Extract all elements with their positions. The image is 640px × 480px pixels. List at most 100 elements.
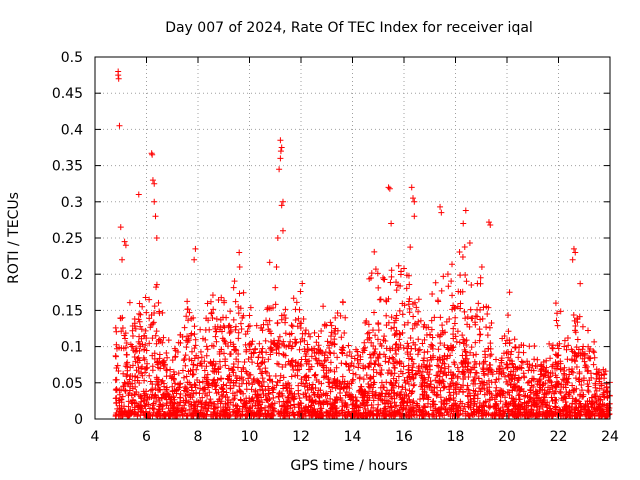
data-point: [147, 387, 154, 394]
data-point: [252, 345, 259, 352]
data-point: [424, 393, 431, 400]
data-point: [598, 372, 605, 379]
data-point: [298, 356, 305, 363]
data-point: [476, 385, 483, 392]
data-point: [510, 364, 517, 371]
data-point: [207, 399, 214, 406]
data-point: [520, 342, 527, 349]
data-point: [141, 377, 148, 384]
data-point: [546, 340, 553, 347]
data-point: [603, 383, 610, 390]
data-point: [292, 317, 299, 324]
data-point: [401, 302, 408, 309]
data-point: [417, 317, 424, 324]
data-point: [143, 309, 150, 316]
data-point: [384, 370, 391, 377]
data-point: [399, 311, 406, 318]
data-point: [339, 373, 346, 380]
data-point: [183, 385, 190, 392]
data-point: [410, 374, 417, 381]
data-point: [410, 398, 417, 405]
data-point: [131, 399, 138, 406]
data-point: [561, 343, 568, 350]
data-point: [421, 321, 428, 328]
data-point: [327, 359, 334, 366]
data-point: [142, 327, 149, 334]
data-point: [327, 388, 334, 395]
data-point: [213, 316, 220, 323]
data-point: [262, 407, 269, 414]
data-point: [377, 340, 384, 347]
data-point: [113, 328, 120, 335]
data-point: [334, 310, 341, 317]
data-point: [213, 368, 220, 375]
data-point: [451, 413, 458, 420]
data-point: [147, 324, 154, 331]
data-point: [507, 351, 514, 358]
data-point: [129, 332, 136, 339]
data-point-peak: [236, 249, 243, 256]
data-point: [264, 321, 271, 328]
data-point: [355, 364, 362, 371]
data-point: [220, 412, 227, 419]
data-point: [487, 403, 494, 410]
data-point: [600, 366, 607, 373]
data-point-peak: [572, 249, 579, 256]
data-point: [132, 325, 139, 332]
data-point: [317, 400, 324, 407]
data-point: [247, 409, 254, 416]
data-point: [185, 317, 192, 324]
data-point: [138, 398, 145, 405]
data-point: [301, 337, 308, 344]
data-point: [372, 357, 379, 364]
data-point: [327, 395, 334, 402]
data-point: [199, 335, 206, 342]
data-point: [470, 387, 477, 394]
data-point: [385, 359, 392, 366]
data-point: [232, 403, 239, 410]
data-point: [297, 325, 304, 332]
data-point: [400, 265, 407, 272]
data-point: [467, 306, 474, 313]
data-point: [151, 406, 158, 413]
data-point: [232, 323, 239, 330]
data-point: [288, 373, 295, 380]
data-point: [292, 340, 299, 347]
data-point: [276, 333, 283, 340]
data-point: [213, 328, 220, 335]
data-point: [444, 271, 451, 278]
data-point: [394, 282, 401, 289]
data-point: [184, 412, 191, 419]
data-point-peak: [121, 238, 128, 245]
data-point: [478, 263, 485, 270]
data-point: [163, 349, 170, 356]
data-point: [118, 404, 125, 411]
data-point: [296, 366, 303, 373]
data-point: [280, 374, 287, 381]
data-point: [410, 360, 417, 367]
data-point: [493, 384, 500, 391]
data-point: [413, 412, 420, 419]
data-point: [259, 387, 266, 394]
data-point: [272, 301, 279, 308]
y-tick-label: 0.2: [61, 267, 83, 283]
data-point: [529, 362, 536, 369]
data-point: [186, 398, 193, 405]
x-tick-label: 8: [194, 429, 203, 445]
data-point: [352, 371, 359, 378]
data-point: [288, 385, 295, 392]
data-point-peak: [279, 227, 286, 234]
data-point: [582, 400, 589, 407]
data-point: [485, 367, 492, 374]
data-point: [240, 312, 247, 319]
data-point: [482, 398, 489, 405]
data-point: [404, 398, 411, 405]
data-point: [473, 409, 480, 416]
data-point: [166, 393, 173, 400]
data-point: [591, 391, 598, 398]
data-point: [533, 388, 540, 395]
data-point: [230, 284, 237, 291]
data-point: [450, 344, 457, 351]
data-point: [247, 304, 254, 311]
data-point: [266, 305, 273, 312]
